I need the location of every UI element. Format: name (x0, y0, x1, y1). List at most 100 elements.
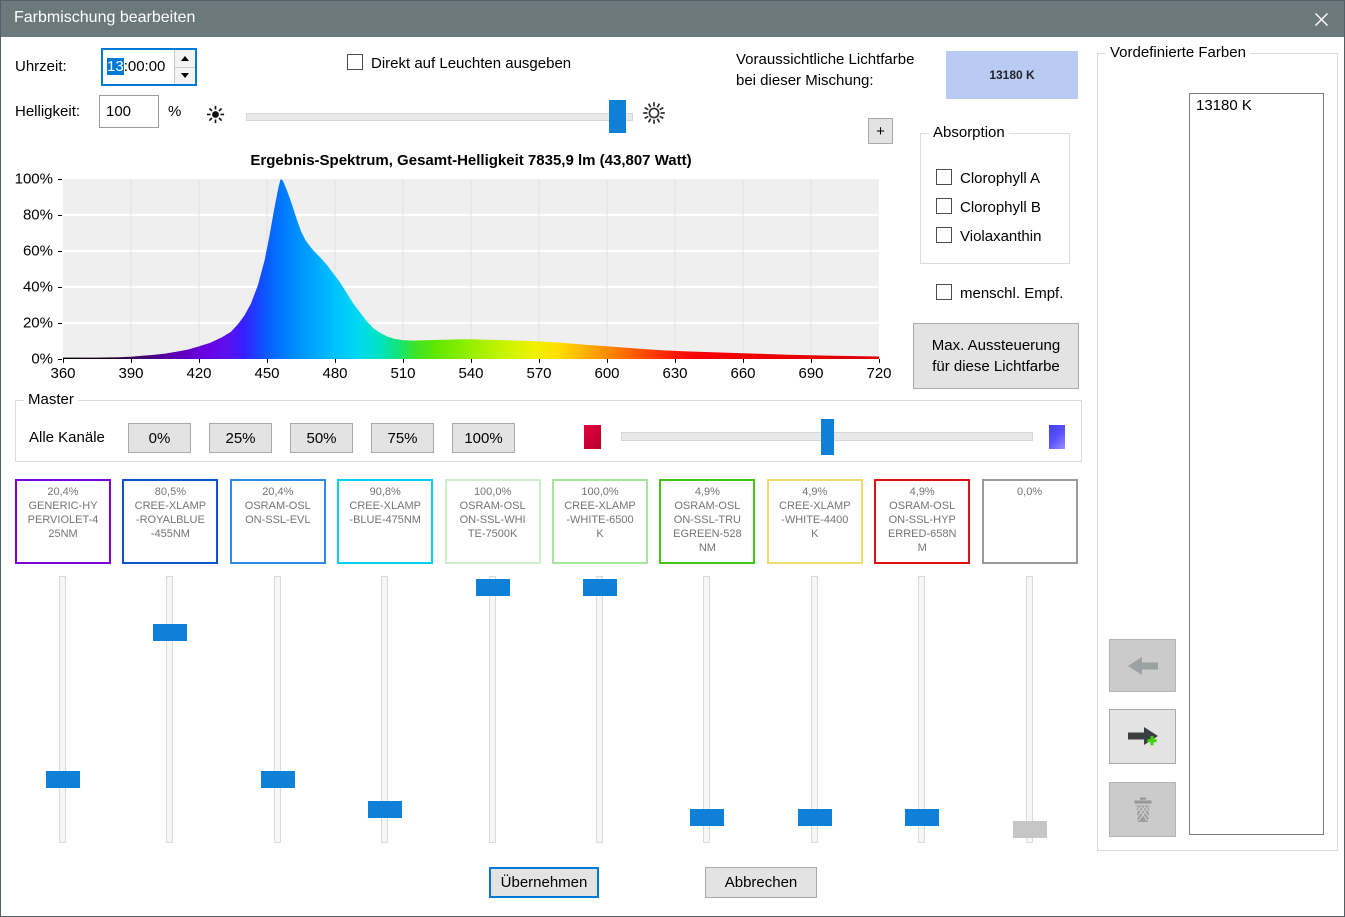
preset-100-button[interactable]: 100% (452, 423, 515, 453)
time-rest-segment: :00:00 (123, 58, 166, 75)
predefined-color-item[interactable]: 13180 K (1196, 97, 1252, 114)
channel-slider-thumb[interactable] (368, 801, 403, 818)
channel-box[interactable]: 80,5% CREE-XLAMP-ROYALBLUE-455NM (122, 479, 219, 564)
channel-box[interactable]: 20,4% OSRAM-OSLON-SSL-EVL (229, 479, 326, 564)
clorophyll-a-label: Clorophyll A (960, 170, 1041, 187)
violaxanthin-checkbox[interactable] (936, 227, 952, 243)
channel-slider-track (810, 576, 818, 843)
channel-slider[interactable] (475, 573, 510, 843)
chart-title: Ergebnis-Spektrum, Gesamt-Helligkeit 783… (250, 152, 692, 169)
channel-slider-thumb[interactable] (153, 623, 188, 641)
titlebar: Farbmischung bearbeiten (1, 1, 1344, 37)
human-perception-checkbox[interactable] (936, 284, 952, 300)
channel-name: CREE-XLAMP-WHITE-6500K (564, 500, 636, 540)
channel-box[interactable]: 100,0% OSRAM-OSLON-SSL-WHITE-7500K (444, 479, 541, 564)
direct-output-checkbox[interactable] (347, 54, 363, 70)
abbrechen-button[interactable]: Abbrechen (705, 867, 817, 898)
x-axis-tick (607, 359, 608, 363)
channel-slider-track (918, 576, 926, 843)
preset-75-button[interactable]: 75% (371, 423, 434, 453)
delete-color-button[interactable] (1109, 782, 1176, 837)
predicted-color-label-line1: Voraussichtliche Lichtfarbe (736, 51, 915, 68)
channel-box[interactable]: 4,9% CREE-XLAMP-WHITE-4400K (766, 479, 863, 564)
x-axis-tick (471, 359, 472, 363)
violaxanthin-label: Violaxanthin (960, 228, 1042, 245)
channel-slider[interactable] (153, 573, 188, 843)
x-axis-label: 450 (254, 365, 280, 382)
channel-slider[interactable] (690, 573, 725, 843)
channel-percent: 4,9% (694, 486, 720, 498)
uhrzeit-label: Uhrzeit: (15, 58, 67, 75)
channel-slider[interactable] (905, 573, 940, 843)
max-aussteuerung-button[interactable]: Max. Aussteuerung für diese Lichtfarbe (913, 323, 1079, 389)
channel-slider-thumb[interactable] (46, 771, 80, 788)
brightness-slider[interactable] (246, 113, 633, 121)
channel-slider[interactable] (1012, 573, 1047, 843)
clorophyll-a-checkbox[interactable] (936, 169, 952, 185)
master-slider-thumb[interactable] (820, 419, 834, 455)
uebernehmen-button[interactable]: Übernehmen (489, 867, 599, 898)
channel-slider-thumb[interactable] (260, 771, 295, 788)
absorption-title: Absorption (929, 124, 1009, 141)
channel-name: GENERIC-HYPERVIOLET-425NM (27, 500, 99, 540)
brightness-slider-thumb[interactable] (608, 100, 626, 133)
channel-slider[interactable] (797, 573, 832, 843)
predicted-color-label-line2: bei dieser Mischung: (736, 72, 874, 89)
master-title: Master (24, 391, 78, 408)
channel-slider[interactable] (368, 573, 403, 843)
time-spin-up-button[interactable] (175, 50, 195, 68)
channel-slider-track (1025, 576, 1033, 843)
predefined-colors-groupbox: Vordefinierte Farben (1097, 44, 1338, 851)
channel-slider[interactable] (583, 573, 617, 843)
channel-slider-thumb[interactable] (1012, 821, 1047, 838)
channel-slider-track (703, 576, 711, 843)
channel-slider-track (596, 576, 603, 843)
direct-output-label: Direkt auf Leuchten ausgeben (371, 55, 572, 72)
y-axis-tick (58, 323, 62, 324)
channel-box[interactable]: 100,0% CREE-XLAMP-WHITE-6500K (552, 479, 648, 564)
zoom-plus-button[interactable]: + (868, 118, 893, 144)
y-axis-tick (58, 179, 62, 180)
master-red-end-swatch (584, 425, 601, 449)
spin-up-icon (181, 55, 189, 61)
channel-slider-track (273, 576, 281, 843)
channel-slider-track (488, 576, 496, 843)
y-axis-tick (58, 359, 62, 360)
clorophyll-b-checkbox[interactable] (936, 198, 952, 214)
arrow-left-icon (1127, 656, 1158, 675)
channel-slider-thumb[interactable] (583, 578, 617, 596)
channel-slider-thumb[interactable] (797, 808, 832, 826)
absorption-groupbox: Absorption (920, 124, 1070, 264)
alle-kanaele-label: Alle Kanäle (29, 429, 105, 446)
predefined-colors-title: Vordefinierte Farben (1106, 44, 1250, 61)
channel-percent: 4,9% (802, 486, 828, 498)
recall-color-button[interactable] (1109, 639, 1176, 692)
channel-slider-thumb[interactable] (690, 808, 725, 826)
time-input[interactable]: 13:00:00 (101, 48, 197, 86)
preset-0-button[interactable]: 0% (128, 423, 191, 453)
channel-box[interactable]: 20,4% GENERIC-HYPERVIOLET-425NM (15, 479, 111, 564)
channel-percent: 4,9% (909, 486, 935, 498)
channel-percent: 20,4% (262, 486, 294, 498)
channel-box[interactable]: 90,8% CREE-XLAMP-BLUE-475NM (337, 479, 434, 564)
close-button[interactable] (1310, 9, 1332, 29)
predefined-colors-list[interactable]: 13180 K (1189, 93, 1324, 835)
channel-slider[interactable] (260, 573, 295, 843)
preset-50-button[interactable]: 50% (290, 423, 353, 453)
channel-slider-thumb[interactable] (905, 808, 940, 826)
channel-box[interactable]: 0,0% (981, 479, 1078, 564)
add-color-button[interactable] (1109, 709, 1176, 764)
channel-box[interactable]: 4,9% OSRAM-OSLON-SSL-TRUEGREEN-528NM (659, 479, 756, 564)
y-axis-label: 0% (31, 350, 53, 368)
x-axis-label: 720 (866, 365, 892, 382)
brightness-input[interactable] (99, 95, 159, 128)
x-axis-label: 690 (798, 365, 824, 382)
channel-box[interactable]: 4,9% OSRAM-OSLON-SSL-HYPERRED-658NM (874, 479, 971, 564)
x-axis-label: 390 (118, 365, 144, 382)
channel-slider-thumb[interactable] (475, 578, 510, 596)
percent-label: % (168, 103, 182, 120)
preset-25-button[interactable]: 25% (209, 423, 272, 453)
channel-percent: 100,0% (581, 486, 619, 498)
channel-slider[interactable] (46, 573, 80, 843)
time-spin-down-button[interactable] (175, 67, 195, 84)
